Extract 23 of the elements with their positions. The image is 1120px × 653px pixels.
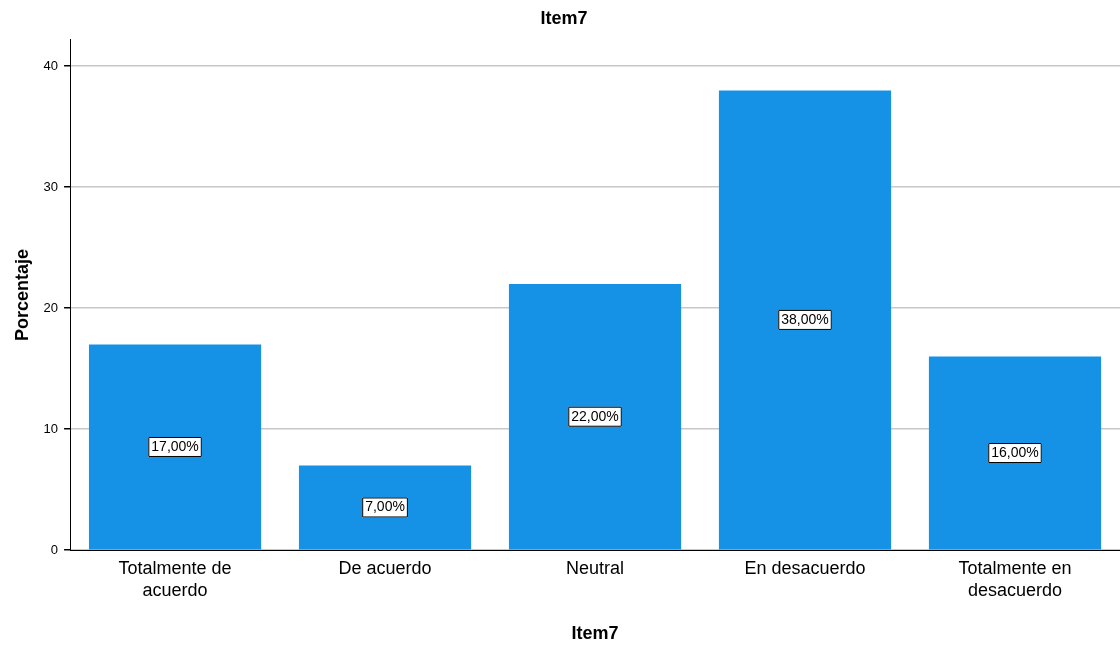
- bar: [718, 90, 892, 550]
- y-tick-label: 10: [43, 420, 59, 436]
- chart-title: Item7: [540, 7, 588, 28]
- bar: [508, 284, 682, 550]
- y-tick-label: 30: [43, 178, 59, 194]
- bar: [928, 356, 1102, 550]
- x-tick-label: Totalmente de acuerdo: [118, 557, 232, 600]
- x-tick-label: En desacuerdo: [744, 557, 866, 578]
- x-tick-label: Neutral: [566, 557, 625, 578]
- x-tick-label: De acuerdo: [338, 557, 432, 578]
- x-axis-title: Item7: [571, 623, 619, 644]
- data-label: 38,00%: [781, 310, 829, 327]
- y-tick-label: 0: [50, 541, 59, 557]
- y-axis-title: Porcentaje: [11, 248, 32, 341]
- bar: [88, 344, 262, 550]
- y-tick-label: 40: [43, 57, 59, 73]
- y-tick-label: 20: [43, 299, 59, 315]
- data-label: 7,00%: [365, 498, 405, 515]
- data-label: 22,00%: [571, 407, 619, 424]
- x-tick-label: Totalmente en desacuerdo: [958, 557, 1072, 600]
- bar: [298, 465, 472, 550]
- data-label: 17,00%: [151, 437, 199, 454]
- data-label: 16,00%: [991, 443, 1039, 460]
